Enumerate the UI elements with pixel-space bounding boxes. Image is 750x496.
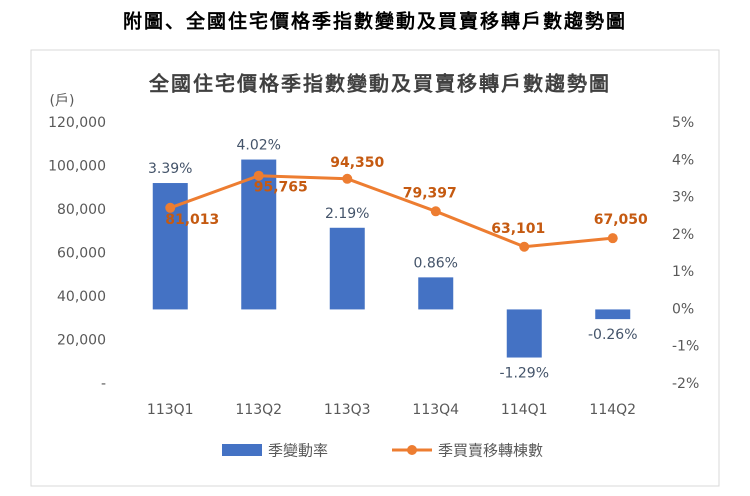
x-tick-label: 113Q4 [412, 402, 459, 418]
y-tick-label: 60,000 [57, 246, 106, 262]
bar [506, 309, 542, 358]
line-value-label: 67,050 [594, 212, 648, 228]
x-tick-label: 114Q1 [501, 402, 548, 418]
bar-value-label: -0.26% [588, 327, 638, 343]
bar-value-label: 4.02% [237, 138, 281, 154]
page-title: 附圖、全國住宅價格季指數變動及買賣移轉戶數趨勢圖 [123, 10, 627, 33]
legend-label: 季買賣移轉棟數 [438, 442, 543, 460]
bar [595, 309, 631, 320]
y-tick-label: - [101, 376, 106, 392]
legend-swatch [407, 445, 417, 455]
bar [329, 227, 365, 310]
y-tick-label: 20,000 [57, 333, 106, 349]
y2-tick-label: 2% [672, 227, 694, 243]
y2-tick-label: 5% [672, 115, 694, 131]
x-tick-label: 113Q3 [324, 402, 371, 418]
y2-tick-label: 1% [672, 264, 694, 280]
bar [241, 159, 277, 310]
line-marker [607, 233, 618, 244]
y-tick-label: 120,000 [48, 115, 106, 131]
y-tick-label: 100,000 [48, 159, 106, 175]
legend-swatch [222, 444, 262, 456]
line-marker [430, 206, 441, 217]
line-marker [342, 173, 353, 184]
y-tick-label: 40,000 [57, 289, 106, 305]
x-tick-label: 113Q1 [147, 402, 194, 418]
y2-tick-label: -1% [672, 339, 699, 355]
chart-frame [30, 49, 720, 487]
line [169, 174, 613, 249]
y2-tick-label: 4% [672, 152, 694, 168]
y-axis-label: (戶) [50, 93, 75, 109]
y2-tick-label: -2% [672, 376, 699, 392]
y2-tick-label: 3% [672, 190, 694, 206]
y-tick-label: 80,000 [57, 202, 106, 218]
line-value-label: 79,397 [403, 185, 457, 201]
bar-value-label: 2.19% [325, 206, 369, 222]
line-value-label: 63,101 [491, 221, 545, 237]
bar-value-label: 3.39% [148, 161, 192, 177]
chart-title: 全國住宅價格季指數變動及買賣移轉戶數趨勢圖 [148, 72, 611, 96]
legend-label: 季變動率 [268, 442, 328, 460]
line-value-label: 81,013 [165, 212, 219, 228]
bar [418, 277, 454, 310]
x-tick-label: 113Q2 [235, 402, 282, 418]
line-marker [165, 202, 176, 213]
line-marker [519, 241, 530, 252]
line-marker [253, 170, 264, 181]
line-value-label: 94,350 [330, 155, 384, 171]
y2-tick-label: 0% [672, 301, 694, 317]
line-value-label: 95,765 [254, 180, 308, 196]
bar-value-label: 0.86% [414, 255, 458, 271]
x-tick-label: 114Q2 [589, 402, 636, 418]
bar-value-label: -1.29% [499, 366, 549, 382]
